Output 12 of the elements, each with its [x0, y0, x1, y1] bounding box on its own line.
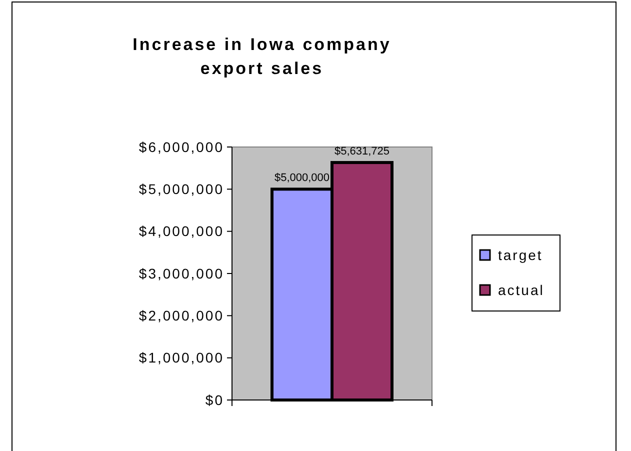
legend-label: target: [498, 246, 543, 263]
data-label: $5,000,000: [274, 172, 330, 184]
y-tick-label: $6,000,000: [138, 138, 224, 155]
y-tick-label: $0: [205, 392, 224, 408]
y-tick-label: $5,000,000: [138, 181, 224, 198]
data-label: $5,631,725: [334, 146, 390, 158]
y-tick-label: $4,000,000: [138, 223, 224, 240]
y-tick-label: $3,000,000: [138, 265, 224, 282]
y-tick-label: $2,000,000: [138, 308, 224, 324]
y-tick-label: $1,000,000: [138, 350, 224, 366]
legend-label: actual: [498, 282, 544, 298]
chart-title: Increase in Iowa company export sales: [132, 35, 392, 78]
